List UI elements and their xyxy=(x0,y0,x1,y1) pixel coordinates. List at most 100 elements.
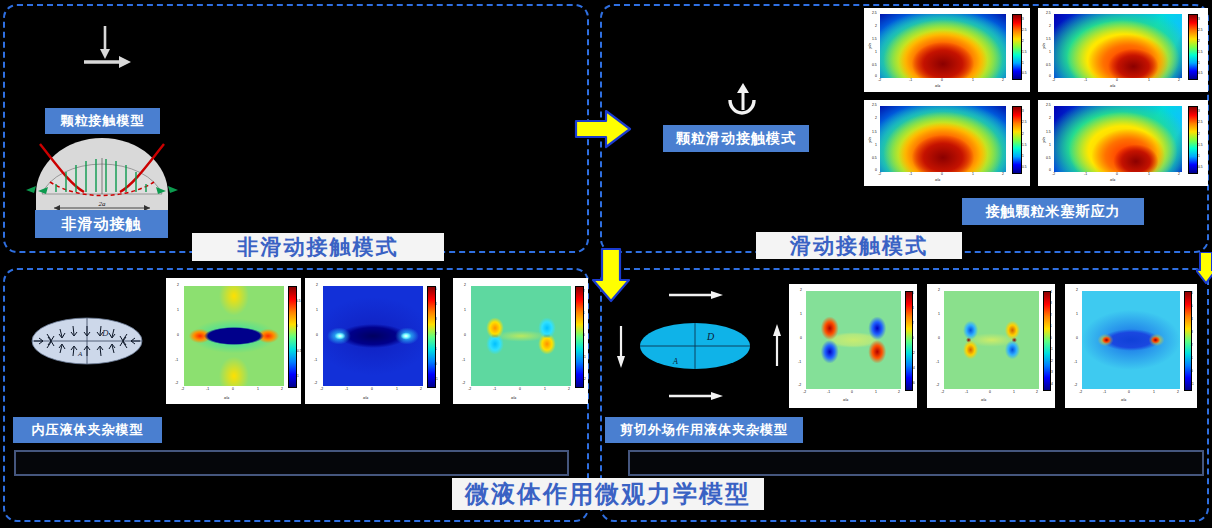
heatmap-canvas xyxy=(471,286,571,386)
cb-tick: 3 xyxy=(1198,18,1200,21)
x-tick: -2 xyxy=(1079,391,1082,394)
y-tick: 0 xyxy=(1049,75,1051,78)
y-tick: 1.5 xyxy=(872,38,877,41)
empty-box-right xyxy=(628,450,1204,476)
chip-non-sliding-contact: 非滑动接触 xyxy=(35,210,168,238)
x-axis-label: x/a xyxy=(1110,84,1115,88)
cb-tick: 1 xyxy=(1198,155,1200,158)
sliding-rotation-arrow xyxy=(722,80,762,124)
cb-tick: -1 xyxy=(435,378,438,381)
banner-non-sliding-contact-mode: 非滑动接触模式 xyxy=(192,233,444,261)
y-tick: 2 xyxy=(1076,289,1078,292)
cb-tick: -4 xyxy=(912,367,915,370)
x-axis-label: x/a xyxy=(981,398,986,402)
y-tick: 0 xyxy=(177,334,179,337)
x-tick: 1 xyxy=(875,391,877,394)
heatmap-canvas xyxy=(184,286,284,386)
y-tick: 1 xyxy=(875,51,877,54)
y-tick: 1 xyxy=(177,309,179,312)
y-tick: 1 xyxy=(316,309,318,312)
cb-tick: 6 xyxy=(912,292,914,295)
x-tick: -2 xyxy=(803,391,806,394)
y-tick: 1 xyxy=(938,313,940,316)
cb-tick: 1 xyxy=(1022,62,1024,65)
x-axis-label: x/a xyxy=(935,178,940,182)
colorbar xyxy=(1188,14,1198,80)
cb-tick: 2 xyxy=(1198,133,1200,136)
x-tick: -2 xyxy=(468,388,471,391)
cb-tick: 2 xyxy=(1191,344,1193,347)
cb-tick: 0.5 xyxy=(1198,166,1202,169)
cb-tick: 2 xyxy=(583,290,585,293)
chip-particle-contact-model: 颗粒接触模型 xyxy=(45,108,160,134)
x-tick: 2 xyxy=(1178,79,1180,82)
empty-box-left xyxy=(14,450,569,476)
x-axis-label: x/a xyxy=(363,396,368,400)
x-tick: -2 xyxy=(1052,173,1055,176)
cb-tick: 3 xyxy=(1022,18,1024,21)
x-tick: -2 xyxy=(878,79,881,82)
x-tick: 1 xyxy=(972,79,974,82)
x-tick: 1 xyxy=(1148,79,1150,82)
x-tick: 0 xyxy=(1128,391,1130,394)
x-tick: -1 xyxy=(909,79,912,82)
x-tick: 1 xyxy=(1153,391,1155,394)
y-tick: -1 xyxy=(462,359,465,362)
y-tick: 0.5 xyxy=(872,157,877,160)
cb-tick: 2.5 xyxy=(1198,29,1202,32)
cb-tick: -2 xyxy=(912,352,915,355)
cb-tick: 0.5 xyxy=(1022,166,1026,169)
chip-sliding-contact-mode: 颗粒滑动接触模式 xyxy=(663,125,809,152)
chip-shear-field-fluid-inclusion-model: 剪切外场作用液体夹杂模型 xyxy=(605,417,803,443)
cb-tick: -4 xyxy=(1050,383,1053,386)
cb-tick: 2.5 xyxy=(1198,121,1202,124)
x-tick: -2 xyxy=(878,173,881,176)
x-tick: -2 xyxy=(941,391,944,394)
heatmap-canvas xyxy=(1082,291,1180,389)
x-tick: 0 xyxy=(941,79,943,82)
cb-tick: -0.5 xyxy=(296,350,302,353)
y-tick: -2 xyxy=(175,382,178,385)
heatmap-canvas xyxy=(1054,14,1182,78)
shear-field-inclusion-schematic: D A xyxy=(607,282,791,408)
chip-internal-pressure-fluid-inclusion-model: 内压液体夹杂模型 xyxy=(13,417,162,443)
x-axis-label: x/a xyxy=(511,396,516,400)
svg-text:A: A xyxy=(77,350,83,358)
cb-tick: 1 xyxy=(1198,62,1200,65)
x-tick: -1 xyxy=(493,388,496,391)
cb-tick: -2 xyxy=(583,378,586,381)
y-tick: 1 xyxy=(1076,313,1078,316)
cb-tick: 6 xyxy=(1191,292,1193,295)
cb-tick: 4 xyxy=(912,307,914,310)
cb-tick: 0 xyxy=(583,334,585,337)
x-axis-label: x/a xyxy=(843,398,848,402)
x-tick: 1 xyxy=(396,388,398,391)
x-axis-label: x/a xyxy=(1110,178,1115,182)
y-tick: 0 xyxy=(1049,169,1051,172)
y-tick: -1 xyxy=(175,359,178,362)
normal-load-arrows xyxy=(78,24,148,70)
cb-tick: -1 xyxy=(1050,348,1053,351)
svg-text:2a: 2a xyxy=(99,200,107,208)
x-tick: 0 xyxy=(851,391,853,394)
x-tick: 1 xyxy=(1148,173,1150,176)
x-tick: -2 xyxy=(320,388,323,391)
x-tick: -1 xyxy=(206,388,209,391)
cb-tick: 0.5 xyxy=(1198,72,1202,75)
cb-tick: 1 xyxy=(435,348,437,351)
y-tick: 2 xyxy=(938,289,940,292)
banner-sliding-contact-mode: 滑动接触模式 xyxy=(756,232,962,259)
x-tick: 1 xyxy=(544,388,546,391)
y-tick: 2 xyxy=(1049,117,1051,120)
heatmap-canvas xyxy=(1054,106,1182,172)
svg-text:A: A xyxy=(672,357,678,366)
y-tick: -2 xyxy=(936,384,939,387)
plot-sliding-mises-3: y/a x/a 2.5 2 1.5 1 0.5 0 -2 -1 0 1 2 3 … xyxy=(864,100,1030,186)
y-tick: 1.5 xyxy=(1046,131,1051,134)
x-tick: -1 xyxy=(345,388,348,391)
cb-tick: 2 xyxy=(1022,133,1024,136)
x-tick: 1 xyxy=(1013,391,1015,394)
x-tick: 2 xyxy=(568,388,570,391)
cb-tick: 0 xyxy=(435,363,437,366)
y-tick: 0.5 xyxy=(1046,157,1051,160)
